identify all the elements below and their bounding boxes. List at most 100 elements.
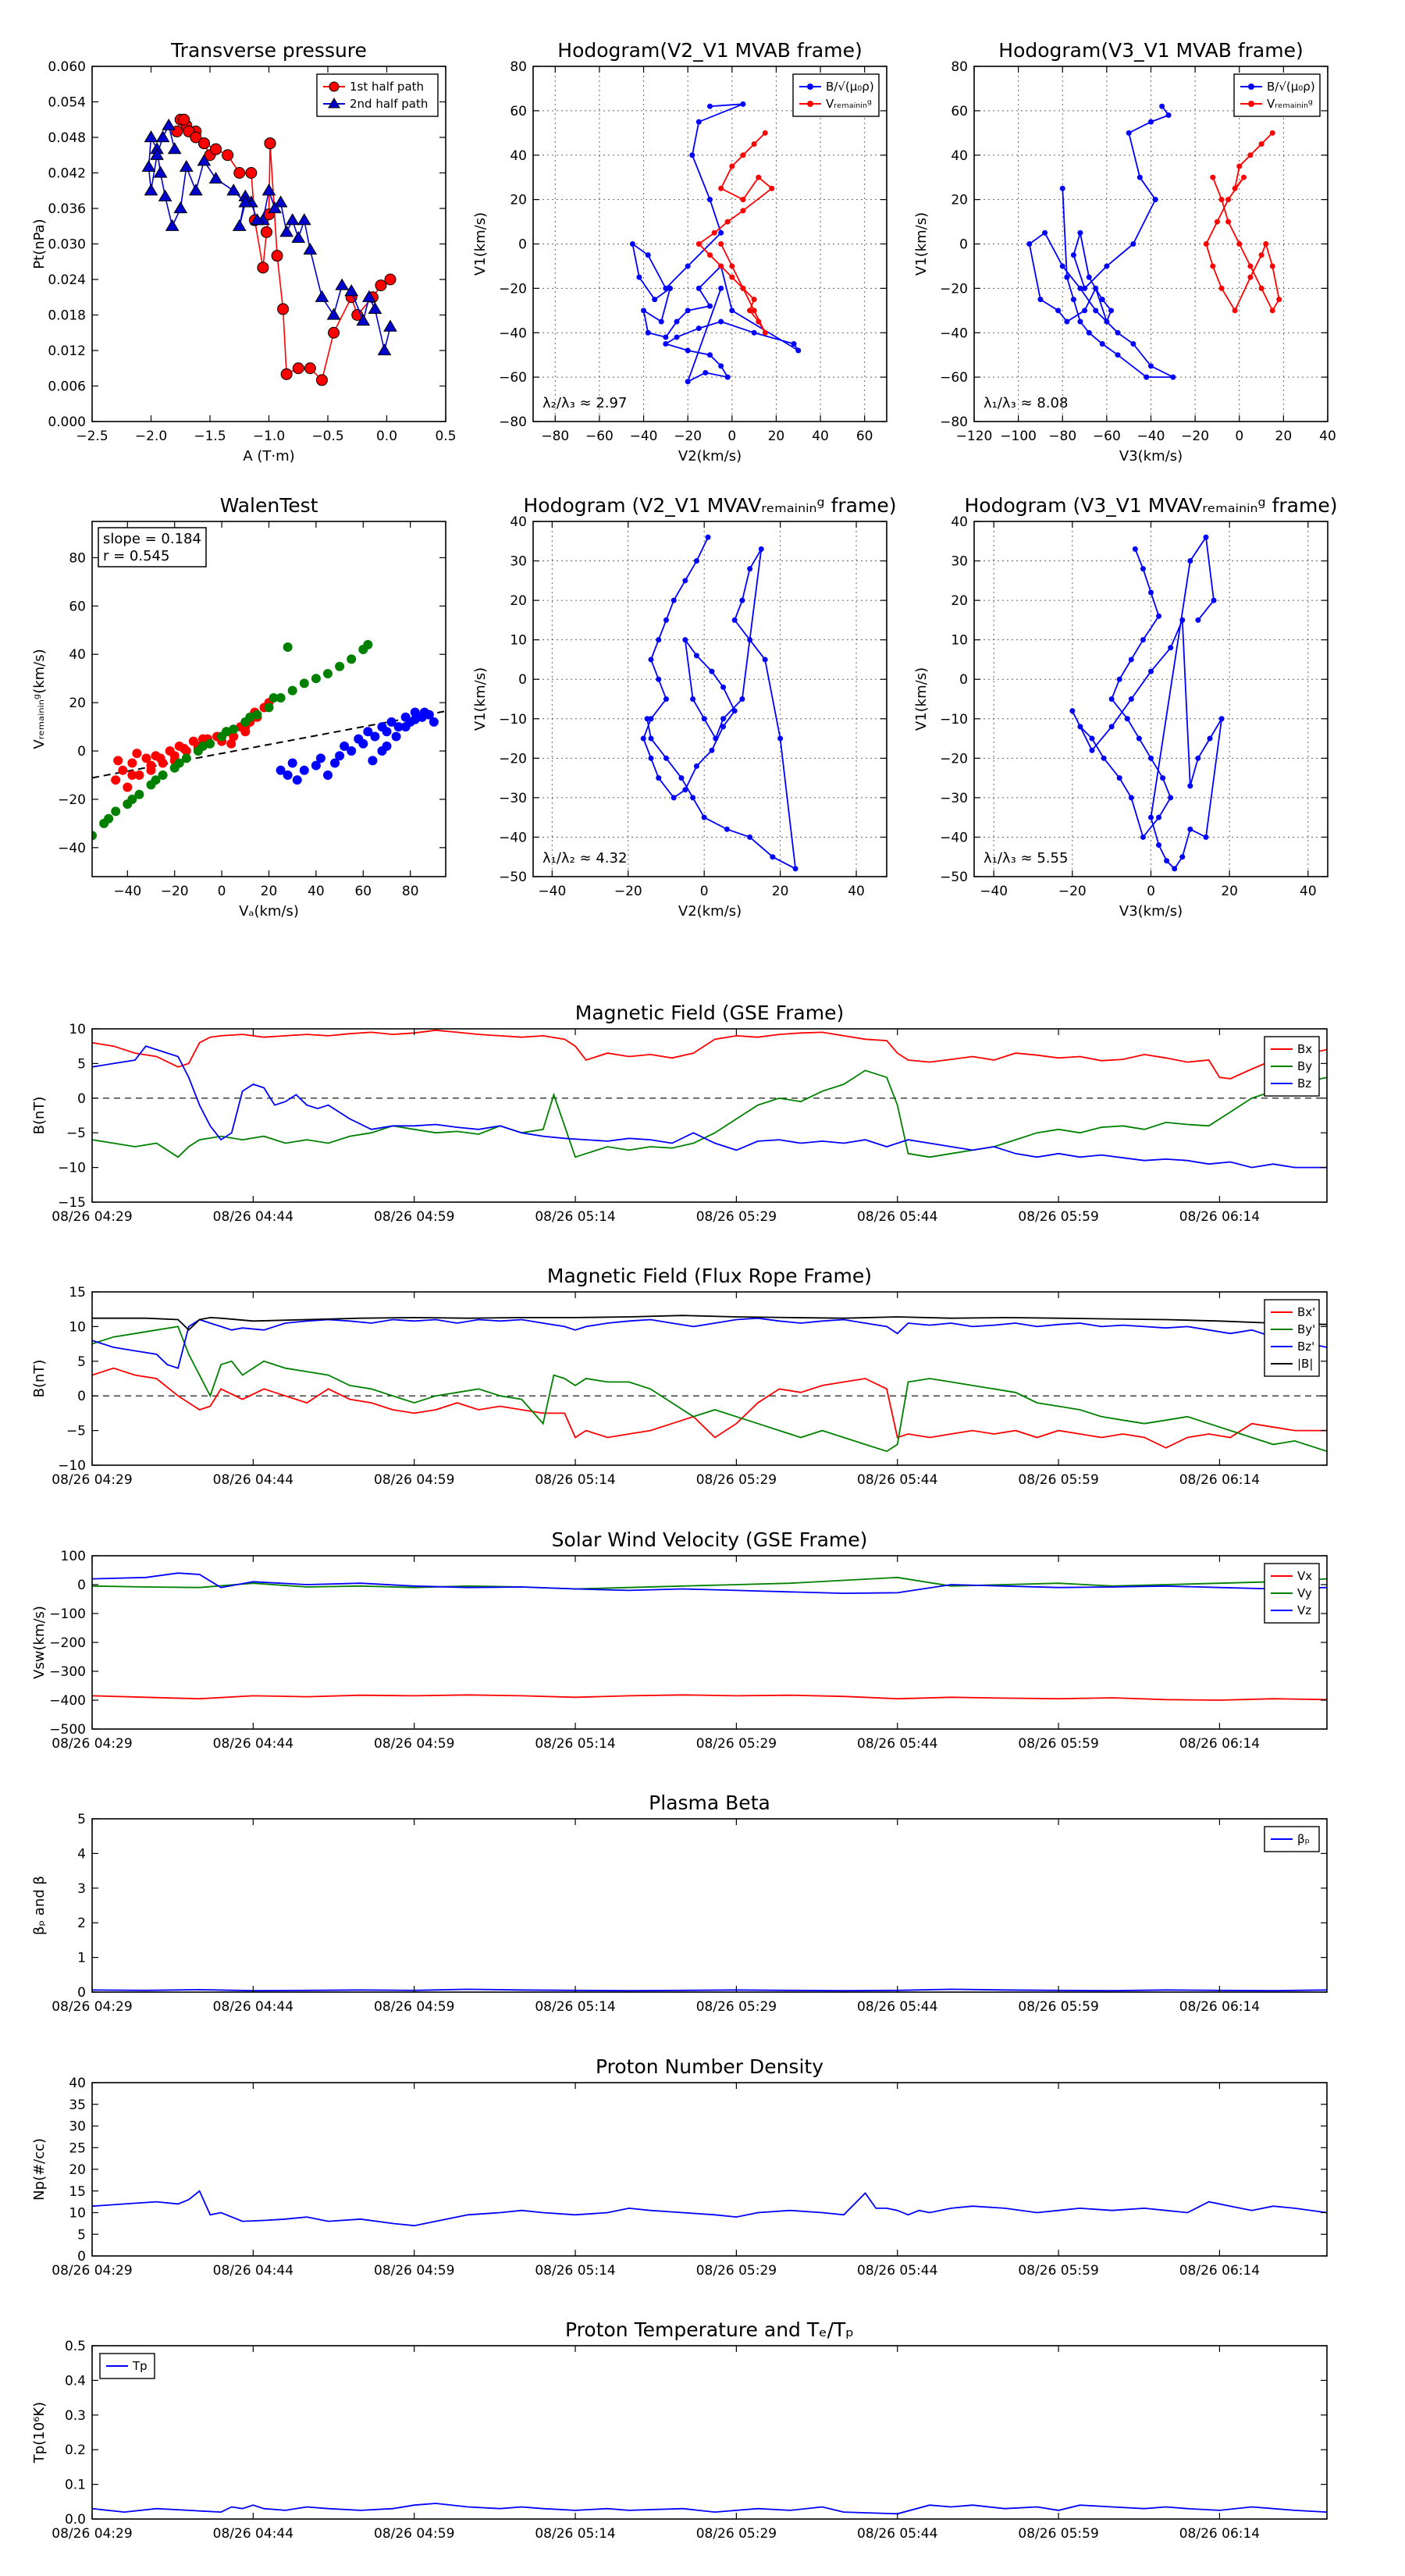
data-point xyxy=(280,368,293,380)
data-point xyxy=(693,763,699,769)
data-point xyxy=(1164,858,1170,864)
chart-hodo31: −120 −100 −80 −60 −40 −20 0 20 40 −80 −60 −40 −20 0 20… xyxy=(913,39,1336,464)
data-point xyxy=(740,197,746,203)
data-point xyxy=(1055,308,1062,314)
data-point xyxy=(762,130,768,136)
chart-walen: −40 −20 0 20 40 60 80 −40 −20 0 20 40 60 80 WalenTest V… xyxy=(31,494,446,920)
data-point xyxy=(141,159,156,173)
x-tick-label: −20 xyxy=(614,884,642,899)
data-point xyxy=(153,165,168,178)
data-point xyxy=(658,318,664,325)
series-group xyxy=(92,2503,1327,2515)
data-point xyxy=(410,707,420,717)
data-point xyxy=(701,814,707,820)
data-point xyxy=(134,770,144,780)
x-tick-label: 08/26 05:29 xyxy=(696,2526,777,2542)
data-point xyxy=(1269,263,1275,269)
data-point xyxy=(127,758,137,768)
data-point xyxy=(277,303,290,315)
x-tick-label: 0 xyxy=(727,429,736,444)
data-point xyxy=(640,735,646,742)
chart-pt: −2.5 −2.0 −1.5 −1.0 −0.5 0.0 0.5 0.000 0.006 0.01… xyxy=(31,39,457,464)
y-tick-label: 0.006 xyxy=(48,379,86,395)
data-point xyxy=(695,285,702,291)
x-tick-label: 08/26 05:29 xyxy=(696,1472,777,1488)
data-point xyxy=(1160,775,1166,781)
data-point xyxy=(707,352,713,358)
plot-frame xyxy=(91,1291,1328,1466)
x-tick-label: 08/26 06:14 xyxy=(1179,2263,1260,2279)
data-point xyxy=(718,185,724,191)
data-point xyxy=(648,656,654,663)
y-tick-label: 0.024 xyxy=(48,272,86,288)
y-tick-label: 100 xyxy=(61,1549,86,1564)
data-point xyxy=(707,252,713,258)
x-tick-label: −100 xyxy=(1000,429,1037,444)
y-tick-label: 4 xyxy=(77,1846,86,1862)
data-point xyxy=(287,685,297,696)
legend-label: By xyxy=(1297,1059,1312,1073)
data-point xyxy=(690,696,696,702)
data-point xyxy=(731,617,738,623)
data-point xyxy=(92,831,97,841)
x-tick-label: 08/26 06:14 xyxy=(1179,1999,1260,2015)
data-point xyxy=(264,137,276,150)
series-3 xyxy=(92,1572,1327,1595)
data-point xyxy=(1269,308,1275,314)
legend: Bx' By' Bz' |B| xyxy=(1264,1299,1320,1377)
data-point xyxy=(283,642,293,652)
y-tick-label: 0.048 xyxy=(48,130,86,146)
data-point xyxy=(791,340,797,347)
x-tick-label: 40 xyxy=(1319,429,1336,444)
series-group xyxy=(92,639,439,841)
y-tick-label: 20 xyxy=(69,696,86,711)
data-point xyxy=(739,696,745,702)
y-tick-label: −20 xyxy=(499,281,527,297)
series-1 xyxy=(111,698,274,792)
data-point xyxy=(1101,755,1107,761)
data-point xyxy=(197,741,208,751)
data-point xyxy=(1168,795,1174,801)
y-tick-label: 10 xyxy=(69,1022,86,1037)
x-tick-label: −20 xyxy=(1058,884,1087,899)
series-1 xyxy=(1069,534,1225,872)
data-point xyxy=(264,703,274,713)
x-tick-label: 08/26 05:59 xyxy=(1018,1472,1098,1488)
y-tick-label: 10 xyxy=(510,633,527,649)
data-point xyxy=(1214,219,1220,225)
annotation: λ₂/λ₃ ≈ 2.97 xyxy=(542,395,627,411)
data-point xyxy=(311,674,321,684)
y-tick-label: 10 xyxy=(69,2206,86,2222)
data-point xyxy=(1203,834,1209,840)
data-point xyxy=(393,722,404,732)
data-point xyxy=(1077,285,1083,291)
data-point xyxy=(1108,724,1115,730)
data-point xyxy=(689,152,695,158)
data-point xyxy=(709,668,715,674)
y-tick-label: 0 xyxy=(77,1578,86,1593)
legend-marker xyxy=(807,101,813,107)
y-axis-label: V1(km/s) xyxy=(472,667,489,731)
series-1 xyxy=(92,2503,1327,2515)
data-point xyxy=(648,735,654,742)
data-point xyxy=(1148,668,1154,674)
data-point xyxy=(276,692,286,703)
data-point xyxy=(368,756,378,766)
data-point xyxy=(150,148,164,160)
legend-label: Bx' xyxy=(1297,1305,1315,1319)
data-point xyxy=(648,716,654,722)
data-point xyxy=(1232,308,1238,314)
x-axis-label: A (T·m) xyxy=(243,448,294,464)
data-point xyxy=(167,142,182,155)
legend: B/√(μ₀ρ) Vᵣₑₘₐᵢₙᵢₙᵍ xyxy=(792,73,880,117)
legend-label: Vx xyxy=(1297,1569,1312,1583)
data-point xyxy=(656,775,662,781)
data-point xyxy=(1115,352,1121,358)
series-1 xyxy=(640,534,799,872)
y-tick-label: −20 xyxy=(940,281,968,297)
legend-label: B/√(μ₀ρ) xyxy=(826,80,874,94)
x-tick-label: 08/26 04:44 xyxy=(213,1999,293,2015)
legend-box xyxy=(1233,73,1321,117)
data-point xyxy=(711,229,717,236)
y-tick-label: −10 xyxy=(940,712,968,728)
